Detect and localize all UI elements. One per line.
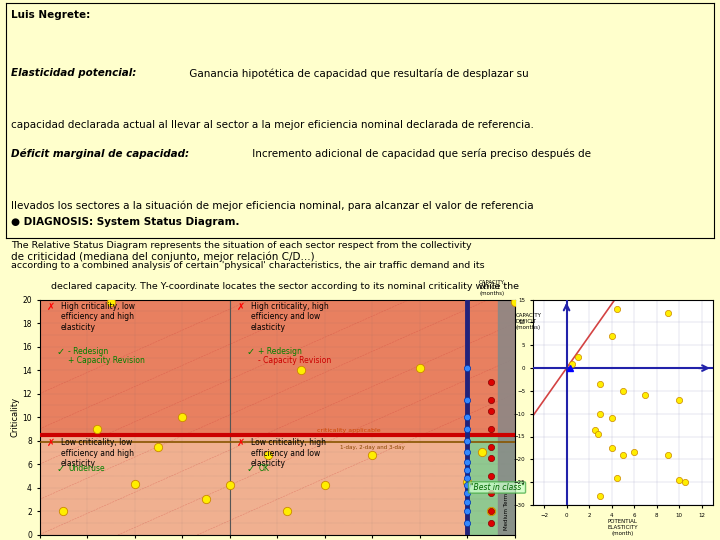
Text: ✗: ✗ xyxy=(47,302,55,312)
Text: ✓: ✓ xyxy=(246,347,254,357)
Text: CAPACITY
DEFICIT
(months): CAPACITY DEFICIT (months) xyxy=(480,280,505,296)
Text: ✓: ✓ xyxy=(56,464,64,474)
Text: capacidad declarada actual al llevar al sector a la mejor eficiencia nominal dec: capacidad declarada actual al llevar al … xyxy=(12,120,534,130)
Text: CAPACITY
DEFICIT
(months): CAPACITY DEFICIT (months) xyxy=(516,313,541,330)
Text: ✓: ✓ xyxy=(56,347,64,357)
Text: + Redesign: + Redesign xyxy=(258,347,302,356)
Text: - Redesign: - Redesign xyxy=(68,347,109,356)
Text: llevados los sectores a la situación de mejor eficiencia nominal, para alcanzar : llevados los sectores a la situación de … xyxy=(12,200,534,211)
Text: + Capacity Revision: + Capacity Revision xyxy=(68,356,145,365)
Text: The Relative Status Diagram represents the situation of each sector respect from: The Relative Status Diagram represents t… xyxy=(11,241,472,250)
Text: - Capacity Revision: - Capacity Revision xyxy=(258,356,331,365)
Text: Elasticidad potencial:: Elasticidad potencial: xyxy=(12,69,137,78)
X-axis label: POTENTIAL
ELASTICITY
(month): POTENTIAL ELASTICITY (month) xyxy=(608,519,638,536)
Text: declared capacity. The Y-coordinate locates the sector according to its nominal : declared capacity. The Y-coordinate loca… xyxy=(50,282,518,291)
Text: X-coordinate reflects its declared nominal efficiency.: X-coordinate reflects its declared nomin… xyxy=(50,301,300,309)
Text: criticality applicable: criticality applicable xyxy=(317,428,380,433)
Text: ✗: ✗ xyxy=(47,438,55,448)
Bar xyxy=(498,300,517,535)
Text: ✗: ✗ xyxy=(237,302,245,312)
Text: Ganancia hipotética de capacidad que resultaría de desplazar su: Ganancia hipotética de capacidad que res… xyxy=(186,69,528,79)
Text: de criticidad (mediana del conjunto, mejor relación C/D...): de criticidad (mediana del conjunto, mej… xyxy=(12,252,315,262)
Text: Low criticality, low
efficiency and high
elasticity: Low criticality, low efficiency and high… xyxy=(61,438,134,468)
Text: High criticality, low
efficiency and high
elasticity: High criticality, low efficiency and hig… xyxy=(61,302,135,332)
Y-axis label: Criticality: Criticality xyxy=(11,397,19,437)
Text: "Best in class": "Best in class" xyxy=(469,483,524,492)
Text: Medium Term: Medium Term xyxy=(504,493,509,530)
Text: Déficit marginal de capacidad:: Déficit marginal de capacidad: xyxy=(12,148,189,159)
Text: OK: OK xyxy=(258,464,269,473)
Text: according to a combined analysis of certain 'physical' characteristics, the air : according to a combined analysis of cert… xyxy=(11,261,485,271)
Text: High criticality, high
efficiency and low
elasticity: High criticality, high efficiency and lo… xyxy=(251,302,329,332)
Text: Low criticality, high
efficiency and low
elasticity: Low criticality, high efficiency and low… xyxy=(251,438,326,468)
Text: Underuse: Underuse xyxy=(68,464,104,473)
Text: 1-day, 2-day and 3-day: 1-day, 2-day and 3-day xyxy=(340,446,405,450)
Text: ✓: ✓ xyxy=(246,464,254,474)
Text: Incremento adicional de capacidad que sería preciso después de: Incremento adicional de capacidad que se… xyxy=(249,148,591,159)
Text: ✗: ✗ xyxy=(237,438,245,448)
Text: ● DIAGNOSIS: System Status Diagram.: ● DIAGNOSIS: System Status Diagram. xyxy=(11,217,240,227)
Text: Luis Negrete:: Luis Negrete: xyxy=(12,10,91,20)
